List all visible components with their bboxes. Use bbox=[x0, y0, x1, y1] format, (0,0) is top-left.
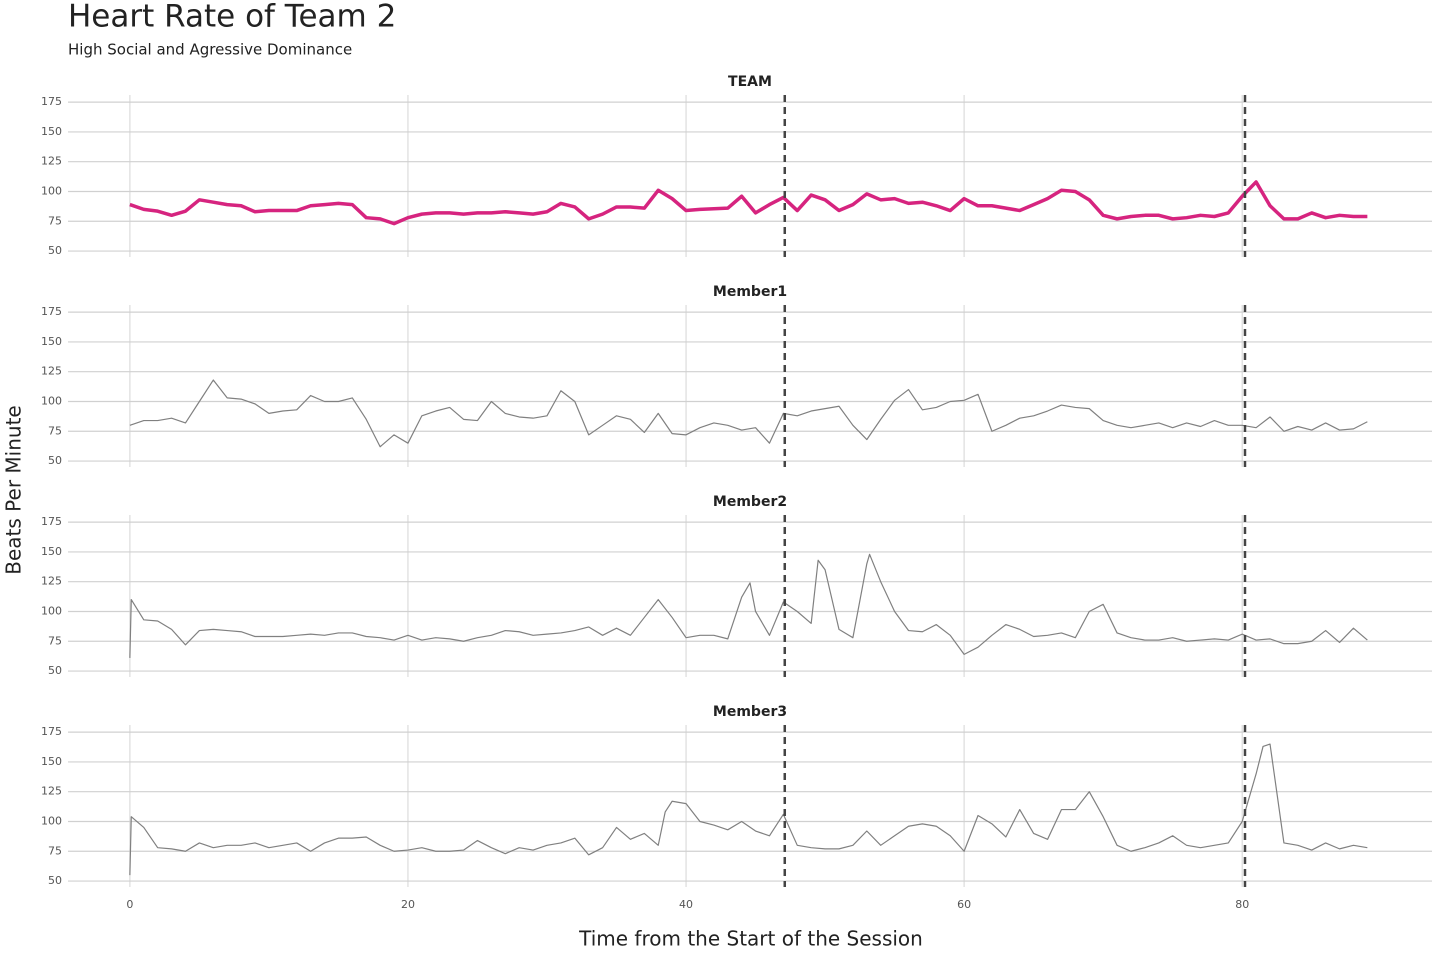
x-tick-label: 20 bbox=[401, 898, 415, 911]
y-tick-label: 125 bbox=[41, 155, 62, 168]
y-tick-label: 75 bbox=[48, 214, 62, 227]
y-tick-label: 100 bbox=[41, 814, 62, 827]
y-tick-label: 150 bbox=[41, 755, 62, 768]
y-tick-label: 125 bbox=[41, 575, 62, 588]
y-tick-label: 100 bbox=[41, 184, 62, 197]
y-tick-label: 150 bbox=[41, 125, 62, 138]
y-tick-label: 125 bbox=[41, 785, 62, 798]
y-tick-label: 50 bbox=[48, 664, 62, 677]
y-tick-label: 125 bbox=[41, 365, 62, 378]
chart-title: Heart Rate of Team 2 bbox=[68, 0, 396, 35]
y-tick-label: 150 bbox=[41, 335, 62, 348]
y-tick-label: 75 bbox=[48, 634, 62, 647]
x-tick-label: 60 bbox=[957, 898, 971, 911]
y-tick-label: 100 bbox=[41, 394, 62, 407]
y-tick-label: 175 bbox=[41, 305, 62, 318]
data-line bbox=[129, 180, 1368, 226]
panel-title: Member1 bbox=[713, 284, 787, 300]
chart-subtitle: High Social and Agressive Dominance bbox=[68, 41, 352, 59]
x-tick-label: 40 bbox=[679, 898, 693, 911]
panel-title: Member2 bbox=[713, 494, 787, 510]
x-axis-label: Time from the Start of the Session bbox=[578, 927, 923, 951]
panel-title: TEAM bbox=[728, 74, 772, 90]
y-tick-label: 150 bbox=[41, 545, 62, 558]
y-axis-label: Beats Per Minute bbox=[2, 405, 26, 574]
y-tick-label: 75 bbox=[48, 844, 62, 857]
y-tick-label: 75 bbox=[48, 424, 62, 437]
y-tick-label: 50 bbox=[48, 244, 62, 257]
y-tick-label: 50 bbox=[48, 874, 62, 887]
data-line bbox=[129, 553, 1368, 658]
y-tick-label: 50 bbox=[48, 454, 62, 467]
x-tick-label: 80 bbox=[1235, 898, 1249, 911]
y-tick-label: 175 bbox=[41, 95, 62, 108]
data-line bbox=[129, 379, 1368, 448]
x-tick-label: 0 bbox=[126, 898, 133, 911]
y-tick-label: 175 bbox=[41, 515, 62, 528]
data-line bbox=[129, 743, 1368, 876]
y-tick-label: 100 bbox=[41, 604, 62, 617]
panel-title: Member3 bbox=[713, 704, 787, 720]
y-tick-label: 175 bbox=[41, 725, 62, 738]
